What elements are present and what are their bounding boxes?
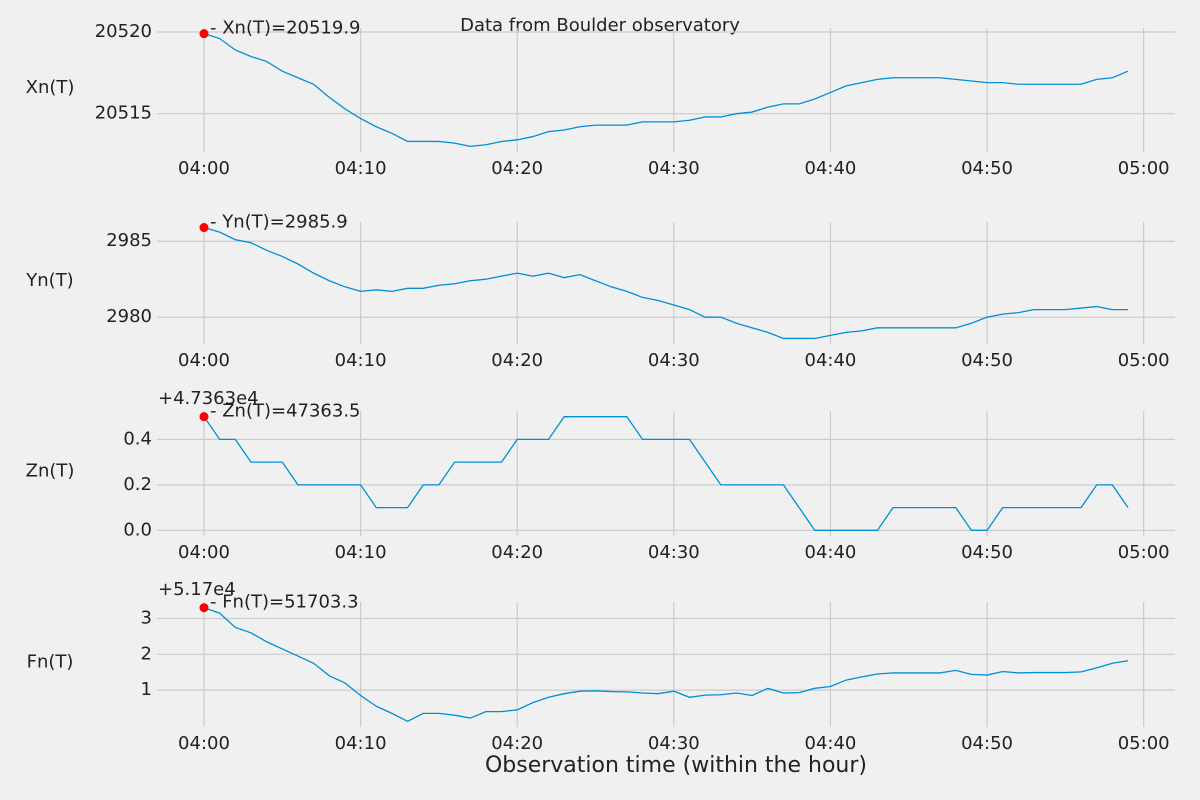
- x-tick-label: 04:00: [178, 350, 230, 371]
- x-tick-label: 04:10: [335, 350, 387, 371]
- annotation: - Fn(T)=51703.3: [210, 592, 359, 613]
- y-tick-label: 2: [141, 643, 152, 664]
- annotation: - Zn(T)=47363.5: [210, 401, 361, 422]
- y-tick-label: 0.4: [123, 428, 152, 449]
- x-tick-label: 04:00: [178, 733, 230, 754]
- x-tick-label: 04:30: [648, 158, 700, 179]
- y-axis-label: Xn(T): [26, 77, 75, 98]
- data-line: [203, 607, 1129, 722]
- x-tick-label: 05:00: [1118, 158, 1170, 179]
- x-tick-label: 04:20: [491, 158, 543, 179]
- x-tick-label: 05:00: [1118, 733, 1170, 754]
- y-axis-label: Zn(T): [26, 461, 75, 482]
- x-tick-label: 04:10: [335, 542, 387, 563]
- offset-text: +4.7363e4: [158, 388, 259, 409]
- x-tick-label: 04:10: [335, 158, 387, 179]
- x-tick-label: 04:50: [961, 733, 1013, 754]
- y-axis-label: Fn(T): [27, 652, 74, 673]
- x-tick-label: 05:00: [1118, 350, 1170, 371]
- annotation-marker: [199, 223, 209, 233]
- x-tick-label: 04:20: [491, 733, 543, 754]
- x-tick-label: 04:30: [648, 350, 700, 371]
- x-tick-label: 04:30: [648, 733, 700, 754]
- annotation-marker: [199, 603, 209, 613]
- x-tick-label: 04:20: [491, 350, 543, 371]
- offset-text: +5.17e4: [158, 579, 236, 600]
- x-tick-label: 04:10: [335, 733, 387, 754]
- x-tick-label: 04:50: [961, 542, 1013, 563]
- y-tick-label: 0.0: [123, 519, 152, 540]
- x-tick-label: 04:00: [178, 158, 230, 179]
- x-tick-label: 04:40: [805, 733, 857, 754]
- x-tick-label: 04:40: [805, 350, 857, 371]
- y-tick-label: 0.2: [123, 474, 152, 495]
- x-tick-label: 05:00: [1118, 542, 1170, 563]
- annotation-marker: [199, 412, 209, 422]
- y-axis-label: Yn(T): [25, 270, 73, 291]
- data-line: [203, 416, 1129, 531]
- figure-title: Data from Boulder observatory: [460, 15, 740, 36]
- y-tick-label: 20520: [95, 21, 152, 42]
- x-tick-label: 04:40: [805, 158, 857, 179]
- y-tick-label: 20515: [95, 103, 152, 124]
- x-tick-label: 04:30: [648, 542, 700, 563]
- x-tick-label: 04:50: [961, 350, 1013, 371]
- x-tick-label: 04:00: [178, 542, 230, 563]
- y-tick-label: 2980: [106, 306, 152, 327]
- data-line: [203, 33, 1129, 148]
- annotation: - Yn(T)=2985.9: [210, 212, 348, 233]
- data-line: [203, 226, 1129, 340]
- x-tick-label: 04:40: [805, 542, 857, 563]
- y-tick-label: 3: [141, 607, 152, 628]
- x-tick-label: 04:50: [961, 158, 1013, 179]
- x-tick-label: 04:20: [491, 542, 543, 563]
- x-axis-label: Observation time (within the hour): [485, 753, 867, 778]
- annotation: - Xn(T)=20519.9: [210, 18, 361, 39]
- annotation-marker: [199, 29, 209, 39]
- y-tick-label: 2985: [106, 230, 152, 251]
- y-tick-label: 1: [141, 679, 152, 700]
